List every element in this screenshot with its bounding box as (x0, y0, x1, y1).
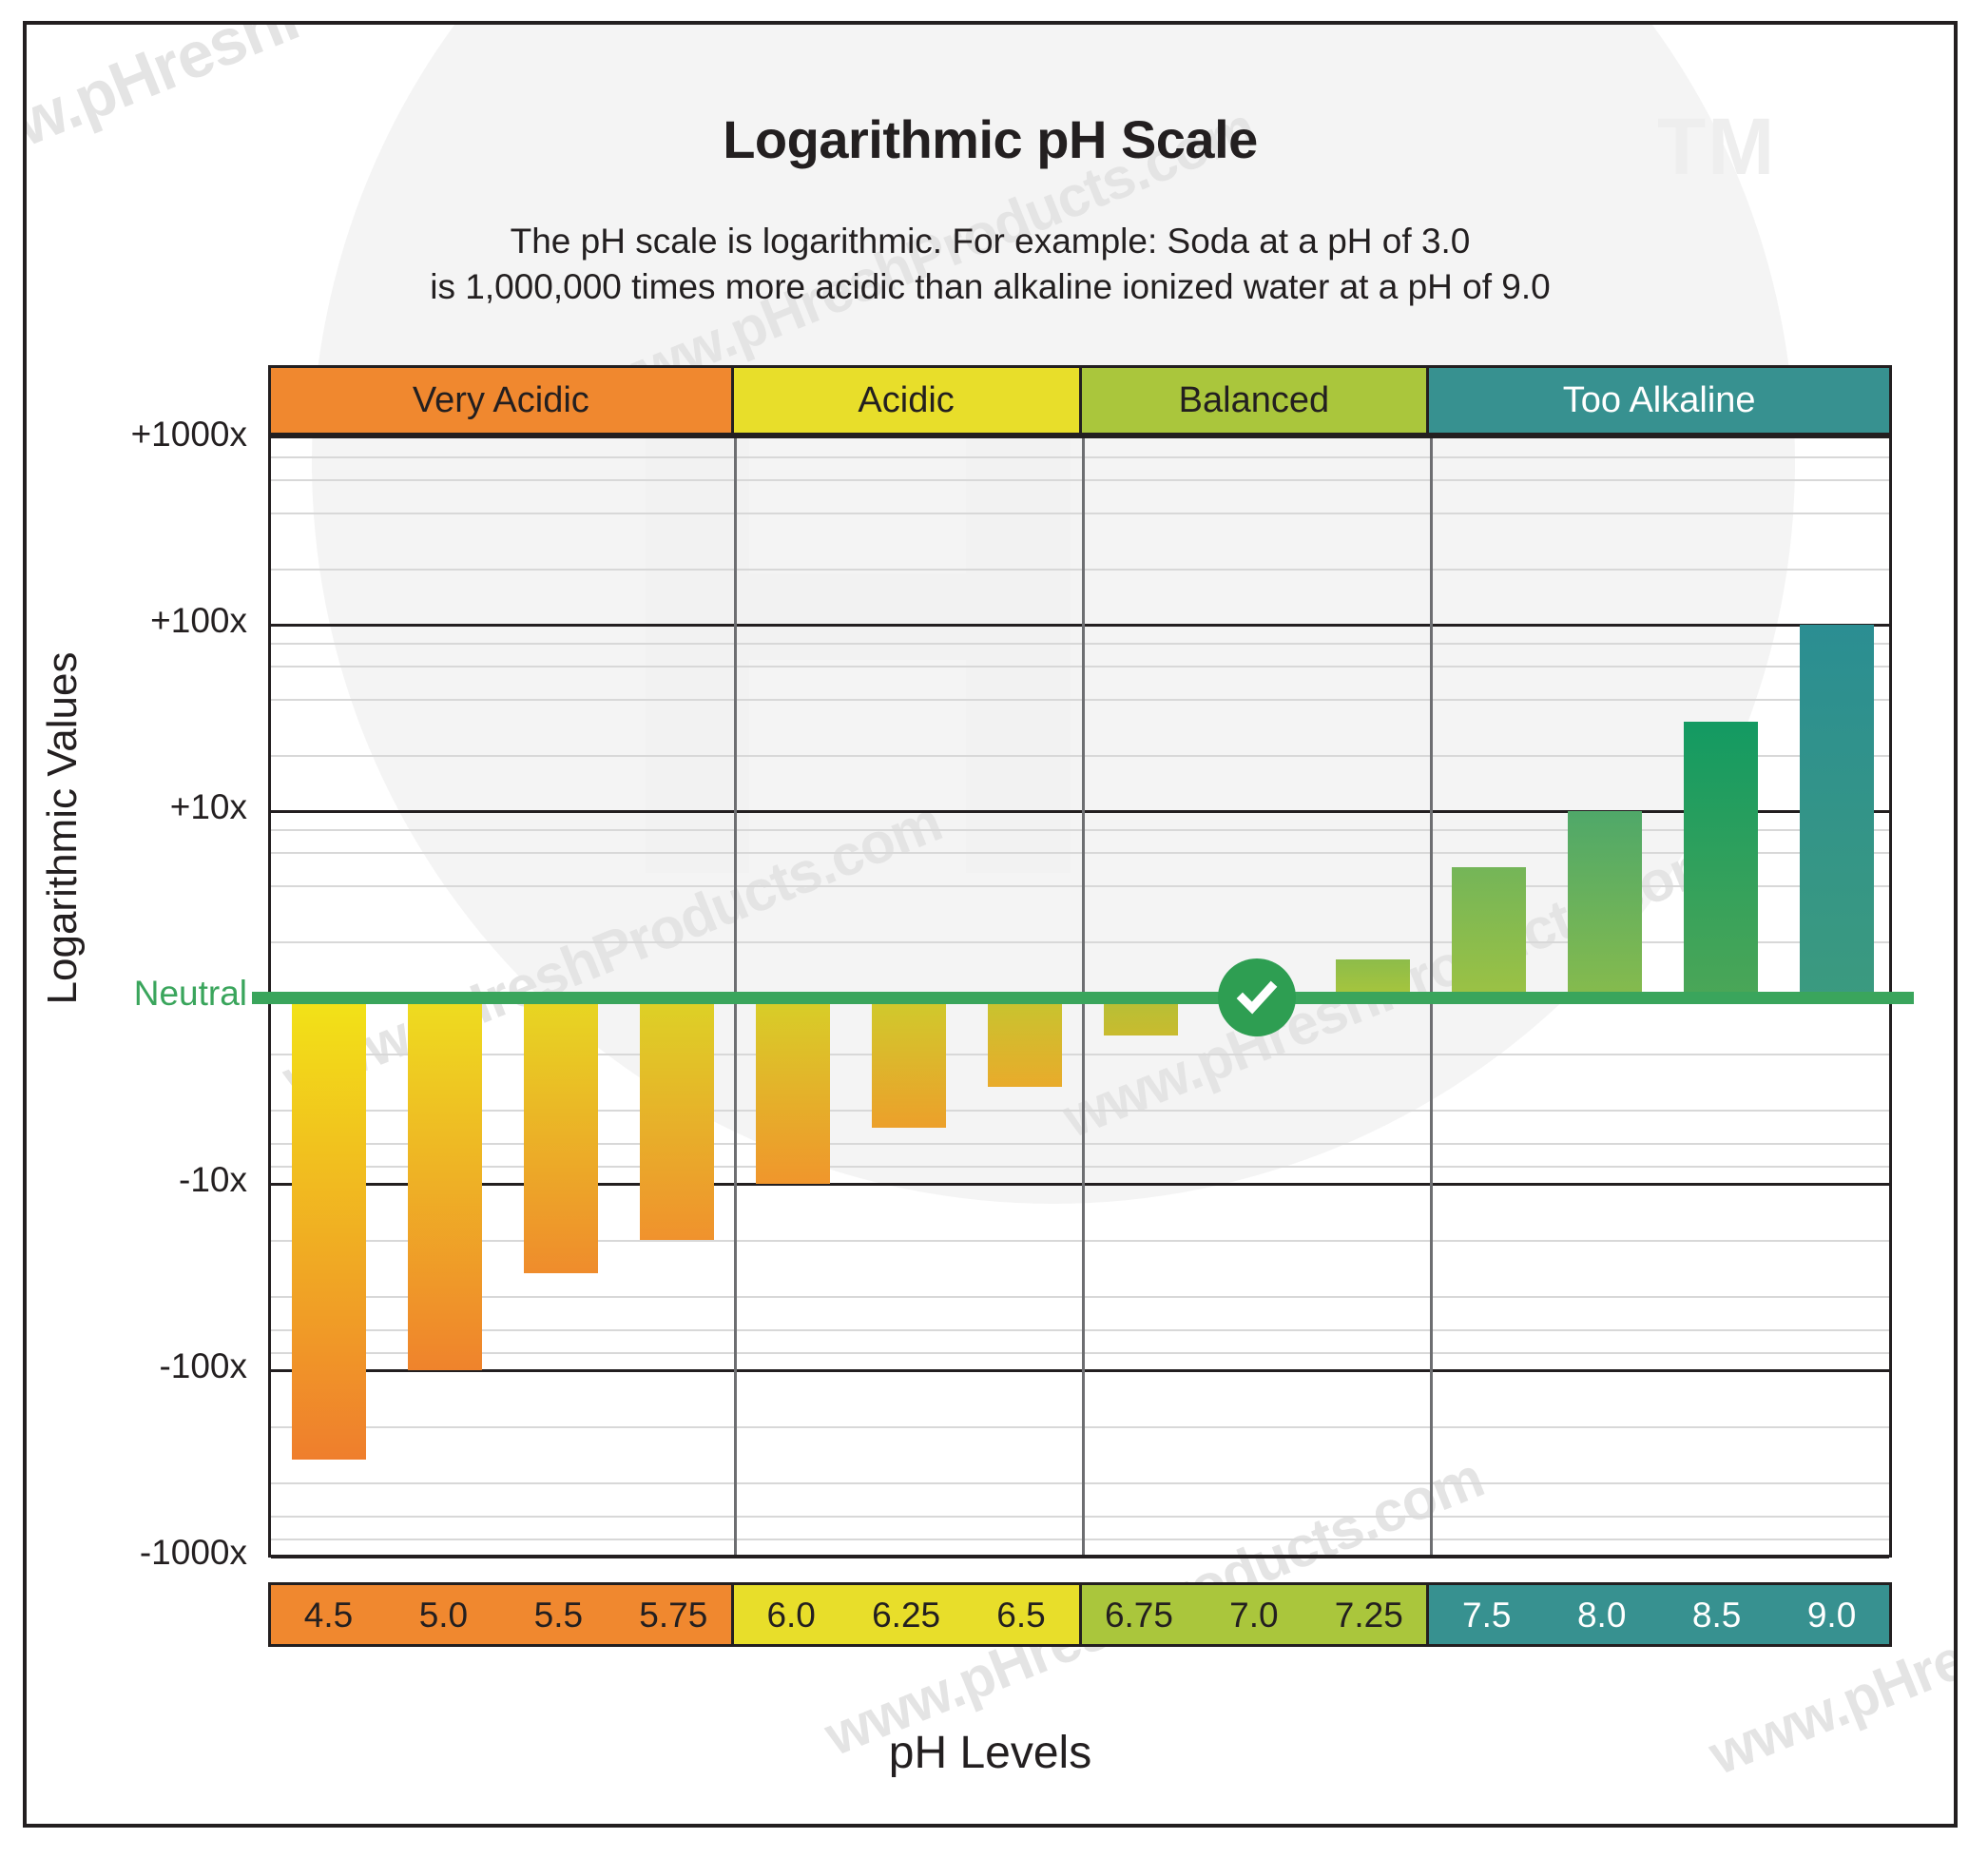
y-axis-tick-label: +10x (169, 787, 247, 826)
y-axis-tick-label: -100x (159, 1346, 247, 1385)
category-header-label: Acidic (858, 379, 955, 420)
x-tick-label: 9.0 (1806, 1595, 1857, 1635)
gridline-minor (271, 512, 1889, 514)
category-header-too-alkaline[interactable]: Too Alkaline (1429, 368, 1889, 433)
subtitle-line-2: is 1,000,000 times more acidic than alka… (430, 267, 1551, 306)
gridline-minor (271, 698, 1889, 701)
bar[interactable] (524, 997, 598, 1273)
gridline-minor (271, 1426, 1889, 1428)
gridline-minor (271, 1054, 1889, 1055)
x-tick-group-acidic: 6.0 6.25 6.5 (733, 1585, 1082, 1644)
bar[interactable] (1684, 722, 1758, 997)
chart-frame: H TM www.pHreshProducts.com www.pHreshPr… (23, 21, 1958, 1828)
gridline-minor (271, 455, 1889, 458)
gridline-major (271, 810, 1889, 813)
x-tick-label: 7.25 (1334, 1595, 1403, 1635)
gridline-minor (271, 1352, 1889, 1354)
y-axis-tick-label: -1000x (139, 1533, 247, 1572)
gridline-minor (271, 1142, 1889, 1145)
gridline-minor (271, 884, 1889, 887)
bar[interactable] (292, 997, 366, 1460)
y-axis-tick-label: Neutral (133, 974, 247, 1013)
x-tick-group-too-alkaline: 7.5 8.0 8.5 9.0 (1429, 1585, 1889, 1644)
x-tick-label: 5.75 (639, 1595, 708, 1635)
bar[interactable] (872, 997, 946, 1128)
x-tick-label: 6.75 (1104, 1595, 1173, 1635)
x-tick-label: 8.5 (1691, 1595, 1742, 1635)
x-tick-label: 8.0 (1576, 1595, 1627, 1635)
x-tick-label: 5.0 (418, 1595, 469, 1635)
gridline-minor (271, 852, 1889, 855)
bar[interactable] (408, 997, 482, 1370)
x-tick-group-very-acidic: 4.5 5.0 5.5 5.75 (271, 1585, 734, 1644)
neutral-reference-line (252, 992, 1914, 1004)
gridline-major (271, 1183, 1889, 1186)
check-circle-icon (1218, 958, 1296, 1036)
bar[interactable] (756, 997, 830, 1184)
category-header-label: Very Acidic (412, 379, 589, 420)
subtitle-line-1: The pH scale is logarithmic. For example… (510, 222, 1471, 261)
category-header-acidic[interactable]: Acidic (733, 368, 1082, 433)
x-tick-label: 5.5 (533, 1595, 584, 1635)
bar[interactable] (640, 997, 714, 1240)
x-axis-tick-band: 4.5 5.0 5.5 5.75 6.0 6.25 6.5 6.75 7.0 7.25 7.5 8.0… (268, 1582, 1892, 1647)
y-axis-tick-label: +1000x (130, 415, 247, 454)
x-tick-label: 6.25 (872, 1595, 941, 1635)
x-tick-group-balanced: 6.75 7.0 7.25 (1081, 1585, 1430, 1644)
gridline-minor (271, 479, 1889, 482)
x-axis-title: pH Levels (888, 1728, 1092, 1778)
gridline-minor (271, 940, 1889, 943)
category-header-label: Balanced (1178, 379, 1330, 420)
gridline-minor (271, 642, 1889, 645)
gridline-minor (271, 1240, 1889, 1242)
y-axis-tick-label: -10x (179, 1160, 247, 1199)
gridline-major (271, 624, 1889, 627)
gridline-minor (271, 1166, 1889, 1168)
gridline-minor (271, 1539, 1889, 1540)
category-header-balanced[interactable]: Balanced (1081, 368, 1430, 433)
gridline-minor (271, 1482, 1889, 1484)
gridline-minor (271, 568, 1889, 571)
category-header-band: Very Acidic Acidic Balanced Too Alkaline (268, 365, 1892, 435)
gridline-minor (271, 828, 1889, 831)
x-tick-label: 7.0 (1229, 1595, 1279, 1635)
gridline-minor (271, 754, 1889, 757)
gridline-minor (271, 1296, 1889, 1298)
bar[interactable] (1800, 625, 1874, 997)
bar[interactable] (1568, 811, 1642, 997)
gridline-major (271, 1556, 1889, 1558)
bar[interactable] (1452, 867, 1526, 997)
bar[interactable] (988, 997, 1062, 1087)
x-tick-label: 4.5 (303, 1595, 354, 1635)
category-header-label: Too Alkaline (1562, 379, 1756, 420)
gridline-minor (271, 666, 1889, 668)
gridline-minor (271, 1328, 1889, 1331)
gridline-major (271, 1369, 1889, 1372)
x-tick-label: 7.5 (1462, 1595, 1512, 1635)
x-tick-label: 6.0 (766, 1595, 816, 1635)
plot-area (252, 435, 1914, 1558)
category-header-very-acidic[interactable]: Very Acidic (271, 368, 734, 433)
gridline-minor (271, 1110, 1889, 1112)
y-axis-tick-label: +100x (150, 601, 247, 640)
x-tick-label: 6.5 (996, 1595, 1046, 1635)
gridline-minor (271, 1515, 1889, 1518)
page-title: Logarithmic pH Scale (723, 109, 1258, 169)
